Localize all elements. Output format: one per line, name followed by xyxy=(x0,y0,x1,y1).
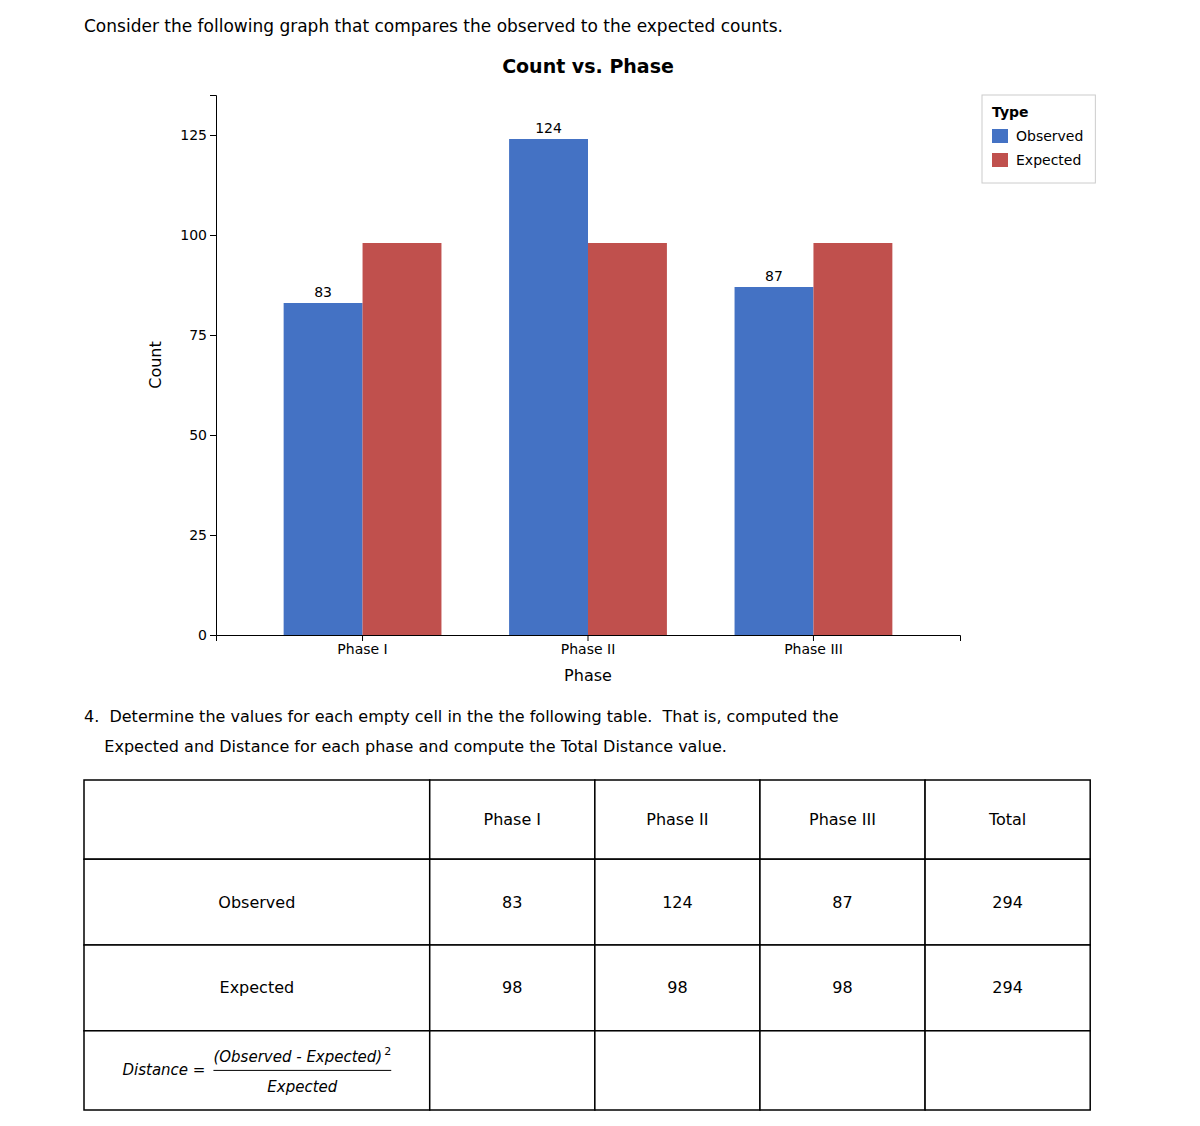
table-cell xyxy=(84,945,430,1031)
table-cell xyxy=(595,859,760,945)
table-cell xyxy=(430,1031,595,1110)
tick-label: 75 xyxy=(189,327,207,343)
x-axis-title: Phase xyxy=(564,666,612,685)
legend-title: Type xyxy=(992,104,1029,120)
chart-title: Count vs. Phase xyxy=(502,55,674,77)
table-cell xyxy=(595,780,760,859)
table-cell xyxy=(430,945,595,1031)
tick-label: 50 xyxy=(189,427,207,443)
table-header: Phase III xyxy=(809,810,876,829)
formula: Distance = (Observed - Expected)2 Expected xyxy=(122,1045,391,1096)
table-row-label: Expected xyxy=(220,978,295,997)
tick-mark xyxy=(210,635,216,636)
data-label: 83 xyxy=(314,284,332,300)
tick-label: 0 xyxy=(198,627,207,643)
data-labels: 83 124 87 xyxy=(314,120,783,300)
tick-label: 125 xyxy=(180,127,207,143)
table-cell xyxy=(84,859,430,945)
tick-mark xyxy=(210,335,216,336)
tick-label: Phase II xyxy=(561,641,616,657)
table: Phase I Phase II Phase III Total Observed 83 1… xyxy=(84,780,1090,1110)
bar xyxy=(735,287,814,635)
table-value: 124 xyxy=(662,893,693,912)
bars xyxy=(284,139,893,635)
table-cell xyxy=(430,859,595,945)
y-tick: 125 xyxy=(180,127,216,143)
bar xyxy=(284,303,363,635)
table-cell xyxy=(760,945,925,1031)
table-header: Phase I xyxy=(483,810,541,829)
table-cell xyxy=(430,780,595,859)
x-tick: Phase II xyxy=(561,635,616,657)
table-value: 98 xyxy=(832,978,852,997)
table-cell xyxy=(760,1031,925,1110)
intro-text: Consider the following graph that compar… xyxy=(84,16,783,36)
bar xyxy=(509,139,588,635)
legend-swatch xyxy=(992,153,1008,167)
formula-exponent: 2 xyxy=(384,1045,391,1058)
y-axis-title: Count xyxy=(146,341,165,389)
x-tick: Phase I xyxy=(337,635,387,657)
table-header: Phase II xyxy=(646,810,708,829)
formula-lhs: Distance = xyxy=(122,1061,205,1079)
table-cell xyxy=(595,945,760,1031)
table-cell xyxy=(595,1031,760,1110)
tick-mark xyxy=(210,135,216,136)
table-cell xyxy=(760,780,925,859)
table-cell xyxy=(925,945,1090,1031)
chart: Count vs. Phase 83 124 87 0 25 50 75 100 125 Phase… xyxy=(146,55,1095,685)
tick-mark xyxy=(210,235,216,236)
table-header: Total xyxy=(988,810,1026,829)
bar-series xyxy=(284,139,814,635)
table-value: 98 xyxy=(667,978,687,997)
data-label: 87 xyxy=(765,268,783,284)
table-cell xyxy=(84,780,430,859)
page: Consider the following graph that compar… xyxy=(0,0,1200,1126)
y-tick: 50 xyxy=(189,427,216,443)
table-value: 83 xyxy=(502,893,522,912)
table-value: 87 xyxy=(832,893,852,912)
table-value: 294 xyxy=(992,893,1023,912)
legend-entry: Observed xyxy=(1016,128,1083,144)
tick-label: 25 xyxy=(189,527,207,543)
table-cell xyxy=(84,1031,430,1110)
tick-mark xyxy=(210,435,216,436)
x-tick: Phase III xyxy=(784,635,843,657)
fraction-bar xyxy=(213,1070,391,1071)
table-row-label: Observed xyxy=(218,893,295,912)
bar xyxy=(813,243,892,635)
table-cell xyxy=(925,780,1090,859)
tick-label: 100 xyxy=(180,227,207,243)
axis-line xyxy=(210,96,217,636)
legend: Type Observed Expected xyxy=(982,95,1095,183)
tick-mark xyxy=(210,535,216,536)
bar xyxy=(588,243,667,635)
y-tick: 100 xyxy=(180,227,216,243)
formula-denominator: Expected xyxy=(267,1078,337,1096)
y-tick: 0 xyxy=(198,627,216,643)
y-tick: 25 xyxy=(189,527,216,543)
y-axis: 0 25 50 75 100 125 xyxy=(180,96,216,643)
legend-entry: Expected xyxy=(1016,152,1081,168)
bar-series xyxy=(363,243,893,635)
formula-numerator: (Observed - Expected) xyxy=(213,1048,382,1066)
legend-box xyxy=(982,95,1095,183)
x-axis: Phase I Phase II Phase III xyxy=(217,635,961,657)
table-value: 294 xyxy=(992,978,1023,997)
tick-label: Phase III xyxy=(784,641,843,657)
tick-label: Phase I xyxy=(337,641,387,657)
table-value: 98 xyxy=(502,978,522,997)
table-cell xyxy=(925,1031,1090,1110)
y-tick: 75 xyxy=(189,327,216,343)
bar xyxy=(363,243,442,635)
table-cell xyxy=(925,859,1090,945)
table-cell xyxy=(760,859,925,945)
data-label: 124 xyxy=(535,120,562,136)
question-text: 4. Determine the values for each empty c… xyxy=(84,707,839,726)
question-text: Expected and Distance for each phase and… xyxy=(84,737,727,756)
legend-swatch xyxy=(992,129,1008,143)
